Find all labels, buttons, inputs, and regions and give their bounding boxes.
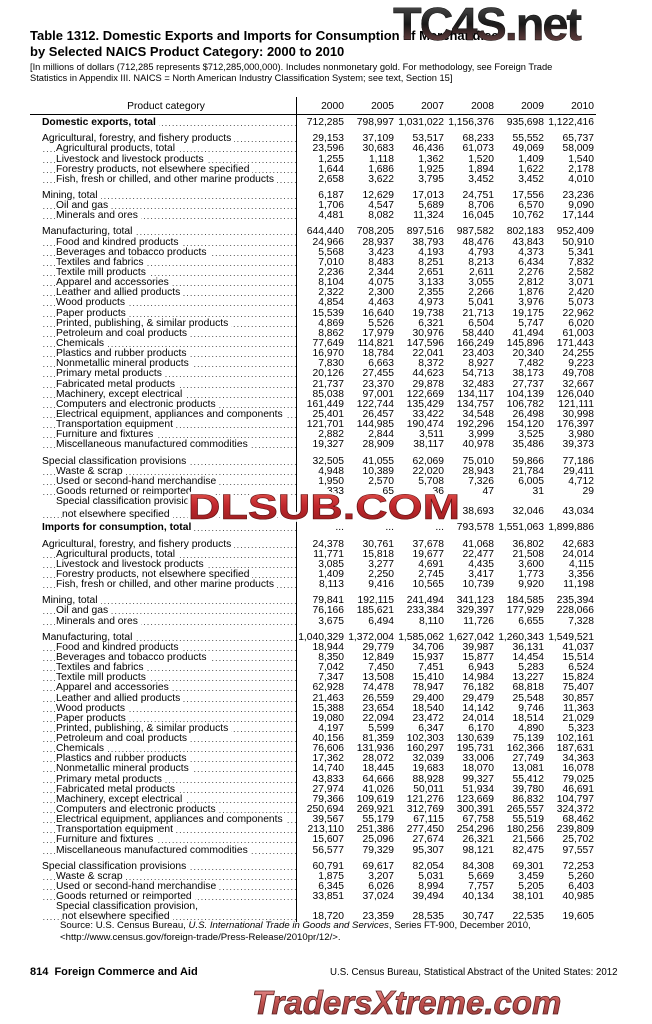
svg-text:DLSUB.COM: DLSUB.COM xyxy=(188,488,460,527)
svg-text:TradersXtreme.com: TradersXtreme.com xyxy=(252,984,561,1021)
svg-text:TC4S.net: TC4S.net xyxy=(393,0,582,50)
